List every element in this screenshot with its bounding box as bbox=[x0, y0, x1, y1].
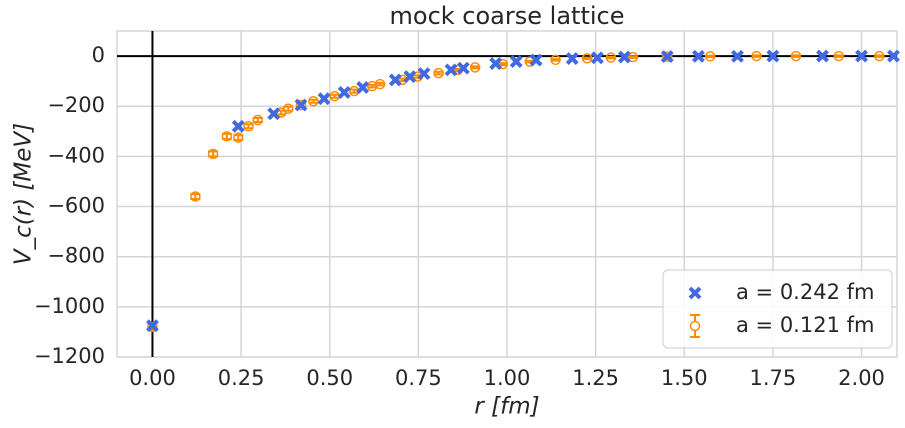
error-bar bbox=[582, 56, 593, 61]
circle-marker bbox=[751, 50, 762, 62]
circle-marker bbox=[147, 321, 158, 333]
chart-title: mock coarse lattice bbox=[390, 2, 625, 30]
circle-marker bbox=[190, 191, 201, 202]
x-marker bbox=[731, 49, 744, 63]
x-marker bbox=[509, 55, 523, 69]
x-tick-label: 1.50 bbox=[661, 366, 708, 390]
y-tick-label: −800 bbox=[47, 244, 105, 268]
x-marker bbox=[231, 119, 245, 133]
x-marker bbox=[317, 92, 331, 106]
y-tick-label: −400 bbox=[47, 143, 105, 167]
error-bar bbox=[627, 55, 638, 59]
circle-marker bbox=[550, 54, 561, 66]
circle-marker bbox=[581, 53, 593, 64]
circle-marker bbox=[282, 103, 294, 114]
legend-label: a = 0.121 fm bbox=[736, 313, 874, 337]
x-marker bbox=[356, 81, 370, 94]
x-marker bbox=[403, 70, 417, 84]
x-marker bbox=[489, 57, 503, 71]
x-tick-label: 1.25 bbox=[572, 366, 619, 390]
error-bar bbox=[833, 54, 844, 58]
x-tick-label: 2.00 bbox=[838, 366, 885, 390]
x-marker bbox=[294, 98, 308, 112]
x-marker bbox=[816, 49, 829, 63]
x-axis-label: r [fm] bbox=[474, 394, 539, 420]
y-tick-label: −1000 bbox=[34, 294, 105, 318]
x-marker bbox=[855, 49, 868, 63]
y-tick-label: 0 bbox=[92, 43, 105, 67]
y-axis-label: V_c(r) [MeV] bbox=[11, 123, 37, 265]
x-tick-label: 0.25 bbox=[218, 366, 265, 390]
error-bar bbox=[433, 70, 444, 76]
y-tick-label: −600 bbox=[47, 194, 105, 218]
error-bar bbox=[874, 54, 885, 58]
circle-marker bbox=[433, 67, 444, 79]
y-tick-label: −200 bbox=[47, 93, 105, 117]
legend-marker bbox=[689, 320, 701, 332]
error-bar bbox=[243, 123, 254, 130]
x-marker bbox=[456, 61, 470, 75]
error-bar bbox=[470, 65, 481, 70]
circle-marker bbox=[790, 50, 802, 62]
circle-marker bbox=[627, 51, 639, 63]
circle-marker bbox=[252, 114, 264, 126]
legend-marker bbox=[688, 286, 702, 300]
circle-marker bbox=[874, 50, 885, 62]
x-marker bbox=[590, 51, 604, 65]
circle-marker bbox=[221, 131, 233, 142]
x-marker bbox=[660, 50, 674, 63]
error-bar bbox=[329, 93, 340, 99]
x-marker bbox=[617, 50, 631, 64]
circle-marker bbox=[295, 99, 307, 111]
x-tick-label: 0.75 bbox=[395, 366, 442, 390]
circle-marker bbox=[308, 95, 319, 107]
x-marker bbox=[337, 86, 351, 99]
error-bar bbox=[252, 117, 263, 124]
error-bar bbox=[349, 88, 360, 94]
error-bar bbox=[308, 98, 319, 104]
circle-marker bbox=[207, 148, 219, 160]
circle-marker bbox=[704, 51, 716, 62]
circle-marker bbox=[374, 78, 386, 90]
legend: a = 0.242 fm a = 0.121 fm bbox=[662, 269, 893, 349]
x-tick-label: 0.50 bbox=[306, 366, 353, 390]
error-bar bbox=[705, 54, 716, 59]
error-bar bbox=[751, 54, 762, 58]
error-bar bbox=[375, 81, 386, 87]
x-marker bbox=[388, 73, 402, 87]
legend-label: a = 0.242 fm bbox=[736, 280, 874, 304]
circle-marker bbox=[833, 50, 845, 62]
y-tick-label: −1200 bbox=[34, 344, 105, 368]
x-marker bbox=[565, 52, 579, 65]
legend-box bbox=[662, 269, 893, 349]
x-marker bbox=[444, 63, 458, 77]
circle-marker bbox=[469, 62, 481, 73]
x-tick-label: 1.75 bbox=[750, 366, 797, 390]
x-marker bbox=[529, 53, 543, 67]
circle-marker bbox=[662, 51, 673, 62]
error-bar bbox=[283, 105, 294, 112]
circle-marker bbox=[605, 52, 617, 63]
error-bar bbox=[790, 54, 801, 58]
x-marker bbox=[887, 49, 900, 63]
circle-marker bbox=[233, 132, 244, 143]
x-marker bbox=[692, 49, 705, 63]
error-bar bbox=[605, 55, 616, 60]
error-bar bbox=[550, 58, 561, 62]
x-tick-label: 1.00 bbox=[484, 366, 531, 390]
x-marker bbox=[417, 67, 431, 81]
x-marker bbox=[766, 49, 780, 63]
circle-marker bbox=[243, 121, 254, 132]
x-marker bbox=[146, 319, 159, 333]
x-marker bbox=[267, 107, 281, 121]
x-tick-label: 0.00 bbox=[129, 366, 176, 390]
